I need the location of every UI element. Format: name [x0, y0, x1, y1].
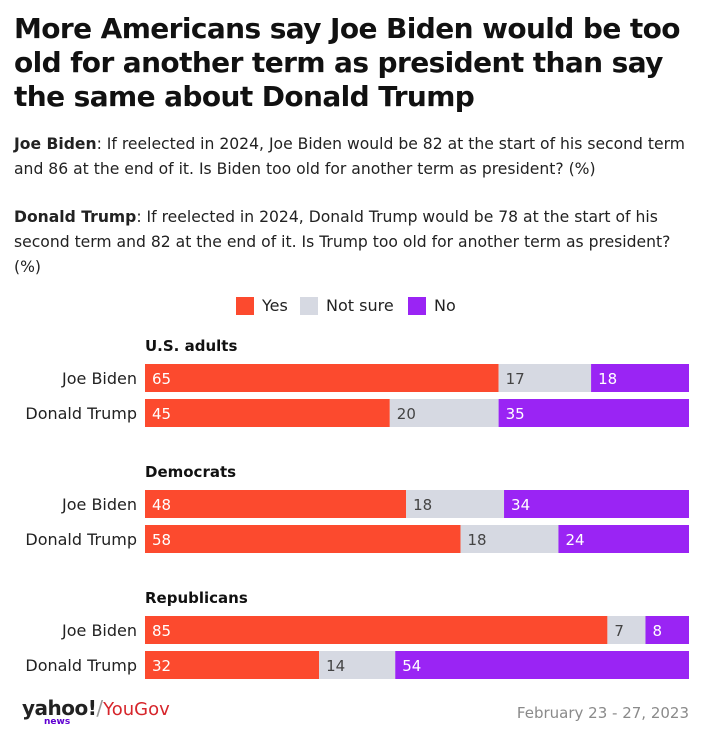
bar-not-sure-u-s-adults-donald-trump [389, 399, 499, 427]
bar-yes-u-s-adults-donald-trump [145, 399, 390, 427]
logo-news: news [44, 717, 71, 727]
question-trump-name: Donald Trump [14, 208, 137, 226]
bar-yes-u-s-adults-joe-biden [145, 364, 499, 392]
legend-swatch-no [408, 296, 426, 315]
row-label-donald-trump: Donald Trump [25, 656, 137, 675]
bar-no-democrats-donald-trump [558, 525, 689, 553]
bar-yes-democrats-joe-biden [145, 490, 407, 518]
row-label-donald-trump: Donald Trump [25, 404, 137, 423]
legend-swatch-yes [236, 296, 254, 315]
logo-slash: / [96, 696, 104, 720]
question-trump-text: : If reelected in 2024, Donald Trump wou… [14, 208, 671, 276]
yahoo-yougov-logo: yahoo!/YouGov news [22, 696, 170, 727]
chart-title: More Americans say Joe Biden would be to… [14, 12, 681, 113]
chart-legend: Yes Not sure No [0, 296, 705, 320]
question-biden-text: : If reelected in 2024, Joe Biden would … [14, 135, 685, 178]
logo-yougov: YouGov [103, 699, 170, 720]
value-label-not-sure-u-s-adults-joe-biden: 17 [506, 370, 525, 388]
group-label-u-s-adults: U.S. adults [145, 337, 237, 355]
value-label-no-republicans-donald-trump: 54 [402, 657, 421, 675]
bar-not-sure-u-s-adults-joe-biden [498, 364, 592, 392]
value-label-no-u-s-adults-donald-trump: 35 [506, 405, 525, 423]
bar-no-republicans-donald-trump [395, 651, 689, 679]
value-label-yes-democrats-donald-trump: 58 [152, 531, 171, 549]
value-label-not-sure-u-s-adults-donald-trump: 20 [397, 405, 416, 423]
legend-label-yes: Yes [262, 296, 288, 315]
legend-swatch-not-sure [300, 296, 318, 315]
group-label-republicans: Republicans [145, 589, 248, 607]
bar-no-u-s-adults-joe-biden [591, 364, 689, 392]
row-label-joe-biden: Joe Biden [61, 621, 137, 640]
logo-yahoo: yahoo! [22, 696, 97, 720]
row-label-donald-trump: Donald Trump [25, 530, 137, 549]
value-label-yes-republicans-donald-trump: 32 [152, 657, 171, 675]
value-label-not-sure-democrats-donald-trump: 18 [468, 531, 487, 549]
value-label-not-sure-republicans-joe-biden: 7 [614, 622, 624, 640]
value-label-yes-u-s-adults-donald-trump: 45 [152, 405, 171, 423]
bar-yes-republicans-joe-biden [145, 616, 608, 644]
legend-label-no: No [434, 296, 456, 315]
value-label-yes-democrats-joe-biden: 48 [152, 496, 171, 514]
question-biden-name: Joe Biden [14, 135, 97, 153]
bar-not-sure-democrats-donald-trump [460, 525, 559, 553]
bar-not-sure-republicans-donald-trump [319, 651, 396, 679]
value-label-no-democrats-donald-trump: 24 [565, 531, 584, 549]
legend-item-not-sure: Not sure [300, 296, 394, 315]
bar-not-sure-republicans-joe-biden [607, 616, 646, 644]
value-label-no-u-s-adults-joe-biden: 18 [598, 370, 617, 388]
value-label-not-sure-democrats-joe-biden: 18 [413, 496, 432, 514]
bar-no-u-s-adults-donald-trump [498, 399, 689, 427]
legend-item-yes: Yes [236, 296, 288, 315]
value-label-no-republicans-joe-biden: 8 [652, 622, 662, 640]
group-label-democrats: Democrats [145, 463, 236, 481]
bar-not-sure-democrats-joe-biden [406, 490, 505, 518]
row-label-joe-biden: Joe Biden [61, 495, 137, 514]
bar-no-democrats-joe-biden [504, 490, 689, 518]
value-label-not-sure-republicans-donald-trump: 14 [326, 657, 345, 675]
stacked-bar-chart: U.S. adults Joe Biden 65 17 18 Donald Trump 45… [25, 337, 689, 679]
row-label-joe-biden: Joe Biden [61, 369, 137, 388]
bar-yes-republicans-donald-trump [145, 651, 320, 679]
bar-yes-democrats-donald-trump [145, 525, 461, 553]
legend-label-not-sure: Not sure [326, 296, 394, 315]
value-label-no-democrats-joe-biden: 34 [511, 496, 530, 514]
bar-no-republicans-joe-biden [645, 616, 689, 644]
value-label-yes-u-s-adults-joe-biden: 65 [152, 370, 171, 388]
survey-date: February 23 - 27, 2023 [516, 704, 689, 722]
question-trump: Donald Trump: If reelected in 2024, Dona… [14, 205, 694, 280]
legend-item-no: No [408, 296, 456, 315]
value-label-yes-republicans-joe-biden: 85 [152, 622, 171, 640]
question-biden: Joe Biden: If reelected in 2024, Joe Bid… [14, 132, 694, 182]
